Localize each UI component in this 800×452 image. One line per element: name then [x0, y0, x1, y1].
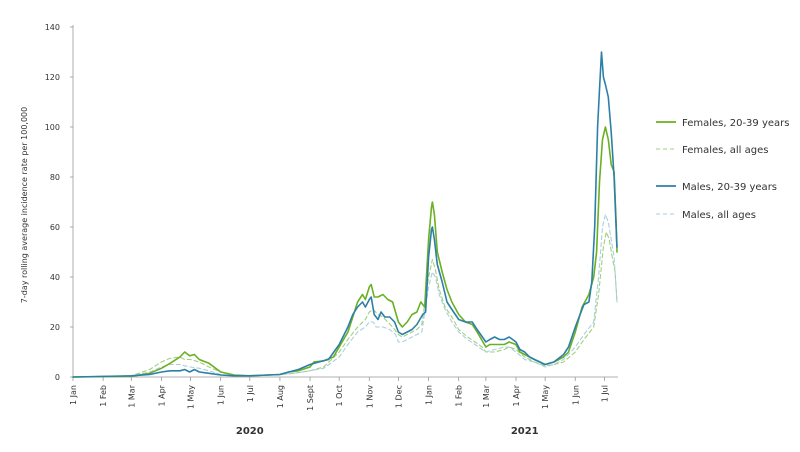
y-tick-label: 100 — [45, 123, 60, 132]
y-tick-label: 120 — [45, 73, 60, 82]
x-tick-label: 1 Feb — [99, 385, 108, 407]
x-tick-label: 1 Jan — [425, 385, 434, 405]
series-line-males-20-39-years — [72, 51, 618, 378]
x-tick-label: 1 Jan — [69, 385, 78, 405]
x-tick-label: 1 Mar — [127, 384, 136, 407]
x-tick-label: 1 Apr — [512, 384, 521, 406]
legend-label: Males, all ages — [682, 210, 756, 221]
series-layer — [72, 51, 618, 378]
y-tick-label: 80 — [50, 173, 60, 182]
legend-label: Females, 20-39 years — [682, 118, 789, 129]
legend: Females, 20-39 years Females, all ages Mal… — [656, 118, 789, 221]
y-axis-label: 7-day rolling average incidence rate per… — [20, 107, 29, 303]
x-tick-label: 1 Mar — [482, 384, 491, 407]
x-tick-label: 1 Aug — [276, 385, 285, 408]
legend-label: Females, all ages — [682, 145, 768, 156]
x-tick-label: 1 Jun — [571, 385, 580, 405]
x-tick-label: 1 Jun — [217, 385, 226, 405]
x-tick-label: 1 Feb — [455, 385, 464, 407]
y-tick-label: 20 — [50, 323, 60, 332]
x-tick-label: 1 May — [187, 385, 196, 409]
y-tick-label: 0 — [55, 373, 60, 382]
year-label: 2021 — [511, 426, 539, 437]
x-axis: 1 Jan 1 Feb 1 Mar 1 Apr 1 May 1 Jun 1 Jul 1 Aug… — [69, 376, 618, 437]
legend-label: Males, 20-39 years — [682, 182, 777, 193]
y-tick-label: 60 — [50, 223, 60, 232]
x-tick-label: 1 May — [541, 385, 550, 409]
y-tick-label: 140 — [45, 23, 60, 32]
year-label: 2020 — [236, 426, 264, 437]
x-tick-label: 1 Nov — [365, 385, 374, 409]
x-tick-label: 1 Oct — [335, 385, 344, 406]
y-axis: 0 20 40 60 80 100 120 140 — [45, 23, 74, 382]
x-tick-label: 1 Sept — [306, 385, 315, 411]
x-tick-label: 1 Jul — [246, 385, 255, 402]
series-line-females-all-ages — [72, 231, 618, 378]
series-line-females-20-39-years — [72, 126, 618, 378]
y-tick-label: 40 — [50, 273, 60, 282]
x-tick-label: 1 Apr — [157, 384, 166, 406]
series-line-males-all-ages — [72, 213, 618, 378]
x-tick-label: 1 Jul — [600, 385, 609, 402]
x-tick-label: 1 Dec — [394, 385, 403, 408]
